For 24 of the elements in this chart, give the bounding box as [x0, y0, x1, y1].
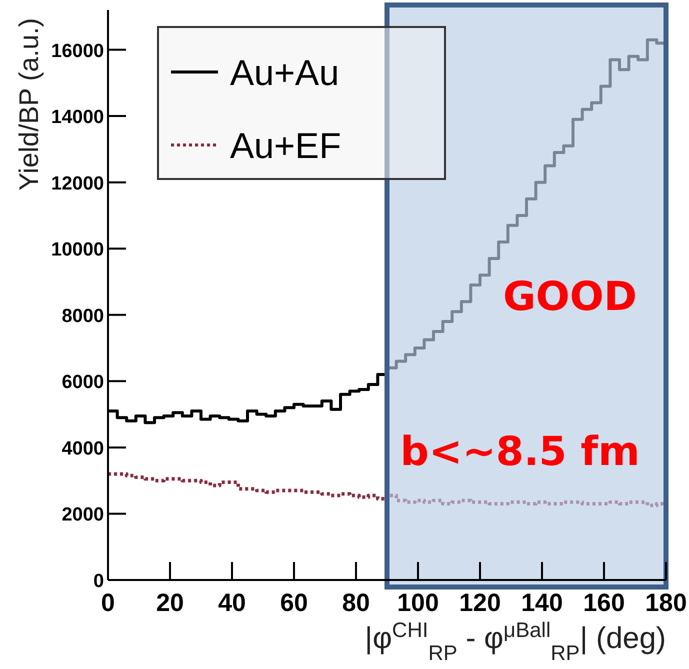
y-tick-label: 14000	[51, 107, 104, 128]
y-tick-label: 10000	[51, 240, 104, 261]
x-tick-label: 140	[521, 589, 563, 617]
x-tick-label: 100	[397, 589, 439, 617]
x-tick-label: 160	[583, 589, 625, 617]
y-axis-title: Yield/BP (a.u.)	[14, 18, 44, 191]
y-tick-label: 8000	[62, 306, 104, 327]
legend-label: Au+EF	[230, 125, 342, 166]
annotation: b<~8.5 fm	[400, 429, 640, 475]
y-tick-label: 16000	[51, 40, 104, 62]
y-tick-label: 12000	[51, 173, 104, 194]
x-tick-label: 60	[280, 589, 308, 617]
x-tick-label: 40	[218, 589, 246, 617]
legend-label: Au+Au	[230, 52, 340, 93]
x-tick-label: 80	[342, 589, 370, 617]
y-tick-label: 0	[93, 571, 104, 592]
x-tick-label: 120	[459, 589, 501, 617]
annotation: GOOD	[502, 274, 638, 320]
y-tick-label: 4000	[62, 438, 104, 460]
x-tick-label: 20	[156, 589, 184, 617]
y-tick-label: 6000	[62, 372, 104, 394]
x-axis-title: |φ$^{CHI}$$_{RP}$ - φ$^{μBall}$$_{RP}$| (deg)	[364, 618, 666, 664]
x-tick-label: 180	[645, 589, 687, 617]
y-tick-label: 2000	[62, 504, 104, 526]
